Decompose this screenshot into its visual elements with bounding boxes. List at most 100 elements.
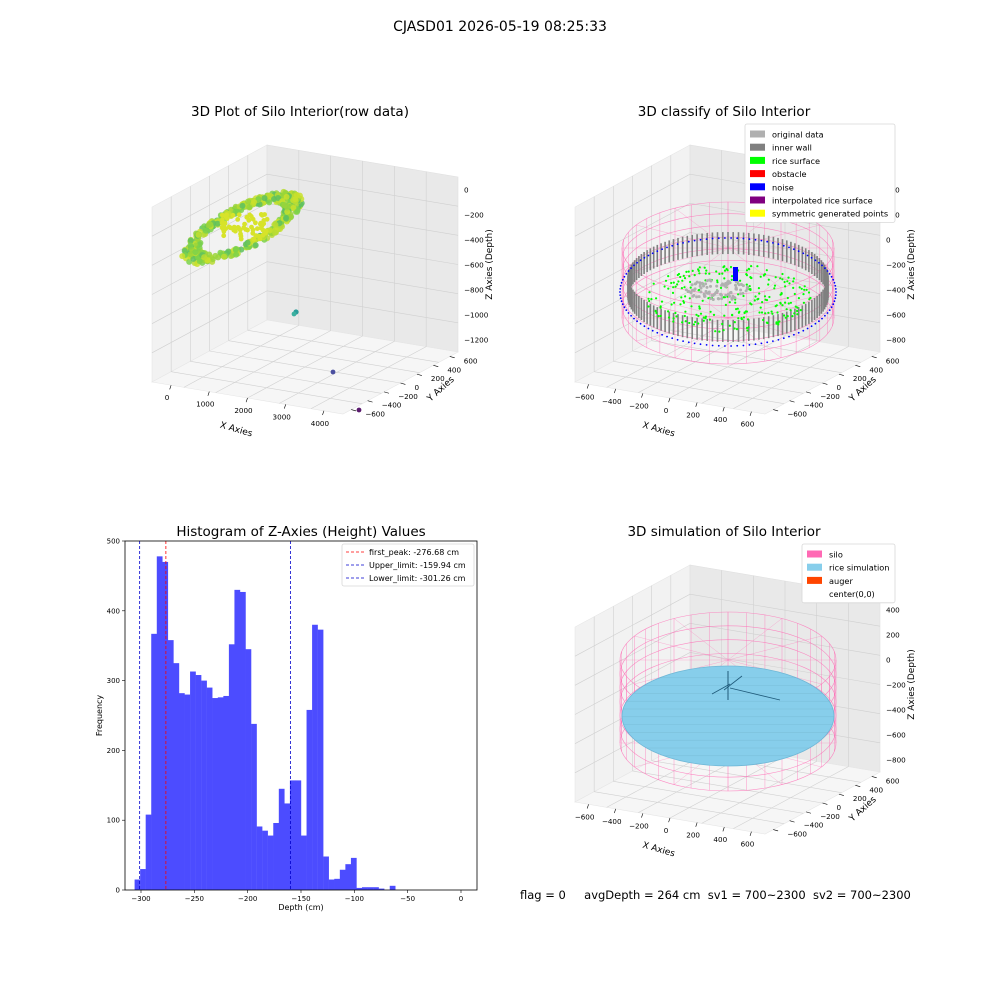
p2-legend-swatch	[750, 183, 765, 191]
p4-legend-swatch	[807, 550, 822, 558]
p1-data-point	[250, 227, 256, 233]
p2-noise-point	[832, 278, 835, 281]
p2-legend-swatch	[750, 143, 765, 151]
p2-rice-surface-point	[748, 268, 751, 271]
p2-rice-surface-point	[762, 318, 765, 322]
p1-data-point	[356, 407, 362, 413]
p2-original-data-point	[741, 284, 745, 288]
classify-3d-plot: 3D classify of Silo Interior−600−400−200…	[574, 104, 917, 440]
p2-legend-label: interpolated rice surface	[772, 196, 873, 206]
p2-rice-surface-point	[797, 297, 801, 300]
p2-rice-surface-point	[697, 314, 700, 318]
p2-rice-surface-point	[708, 318, 712, 321]
p1-data-point	[219, 212, 225, 218]
p2-silo-spoke	[727, 294, 820, 319]
p2-original-data-point	[729, 290, 733, 294]
p1-data-point	[258, 220, 264, 226]
p1-data-point	[236, 212, 242, 218]
p4-legend-label: auger	[829, 576, 853, 586]
p2-noise-point	[826, 270, 829, 272]
p2-rice-surface-point	[728, 324, 731, 327]
p2-rice-surface-point	[745, 273, 748, 276]
p4-tick-label: −200	[629, 821, 649, 830]
p2-tick-label: 400	[713, 415, 727, 424]
p1-tick-mark	[416, 373, 422, 376]
p2-rice-surface-point	[750, 265, 753, 268]
p2-rice-surface-point	[674, 285, 677, 288]
p2-rice-surface-point	[730, 278, 733, 281]
p2-rice-surface-point	[792, 286, 795, 289]
p2-rice-surface-point	[781, 278, 784, 281]
p2-original-data-point	[689, 291, 693, 295]
p2-rice-surface-point	[689, 286, 692, 289]
p1-tick-mark	[449, 356, 455, 359]
p2-rice-surface-point	[756, 265, 759, 268]
p1-data-point	[202, 227, 209, 234]
p2-noise-point	[619, 288, 622, 290]
p2-rice-surface-point	[774, 276, 777, 279]
sv1-readout: sv1 = 700~2300	[707, 888, 806, 902]
p2-rice-surface-point	[781, 304, 784, 307]
p3-legend	[341, 543, 475, 587]
p2-rice-surface-point	[777, 321, 780, 324]
p2-rice-surface-point	[672, 286, 675, 289]
p2-rice-surface-point	[740, 318, 743, 321]
p1-gridline	[151, 173, 459, 237]
p2-original-data-point	[715, 284, 719, 288]
p3-histogram-bar	[190, 671, 196, 890]
p2-rice-surface-point	[793, 312, 796, 315]
p2-noise-point	[730, 237, 732, 239]
p2-rice-surface-point	[663, 285, 666, 288]
p2-rice-surface-point	[779, 302, 782, 305]
p1-data-point	[246, 217, 252, 223]
p1-tick-mark	[284, 404, 286, 409]
p2-rice-surface-point	[716, 281, 719, 284]
p2-rice-surface-point	[698, 305, 701, 308]
p2-rice-surface-point	[764, 298, 767, 301]
p2-noise-point	[826, 312, 829, 314]
p4-rice-simulation-surface	[621, 665, 835, 767]
p2-rice-surface-point	[753, 299, 756, 302]
p3-histogram-bar	[134, 879, 141, 890]
p2-noise-point	[699, 238, 702, 241]
p4-tick-label: −200	[886, 681, 906, 690]
p2-rice-surface-point	[780, 292, 783, 295]
p2-rice-surface-point	[737, 311, 741, 314]
p2-legend-label: obstacle	[772, 169, 807, 179]
p2-rice-surface-point	[721, 272, 724, 275]
p2-noise-point	[676, 243, 679, 246]
p2-original-data-point	[699, 286, 703, 290]
p2-tick-mark	[668, 397, 671, 403]
p3-histogram-bar	[184, 694, 191, 890]
p2-rice-surface-point	[742, 316, 746, 319]
p2-rice-surface-point	[791, 315, 794, 318]
p4-legend-label: center(0,0)	[829, 589, 875, 599]
p2-rice-surface-point	[723, 269, 727, 272]
p1-data-point	[255, 196, 262, 203]
p2-rice-surface-point	[759, 306, 762, 309]
p2-noise-point	[736, 344, 739, 347]
p2-noise-point	[830, 275, 833, 278]
p2-noise-point	[717, 237, 720, 240]
p4-legend-swatch	[807, 563, 822, 571]
p3-legend-label: Upper_limit: -159.94 cm	[369, 561, 466, 570]
p2-rice-surface-point	[749, 276, 752, 279]
p2-rice-surface-point	[702, 316, 705, 319]
p2-noise-point	[619, 294, 622, 296]
p2-legend-label: noise	[772, 182, 794, 192]
p2-noise-point	[627, 312, 630, 314]
p2-rice-surface-point	[805, 288, 808, 291]
p2-rice-surface-point	[809, 296, 812, 300]
p3-histogram-bar	[256, 826, 263, 890]
p4-tick-label: 600	[886, 776, 900, 785]
figure-suptitle: CJASD01 2026-05-19 08:25:33	[393, 19, 607, 35]
p1-tick-mark	[245, 397, 248, 403]
p2-original-data-point	[710, 294, 714, 297]
p2-tick-label: −400	[804, 401, 824, 410]
p4-title: 3D simulation of Silo Interior	[627, 524, 821, 540]
p2-rice-surface-point	[750, 303, 753, 306]
p4-tick-label: −200	[820, 812, 840, 821]
p3-histogram-bar	[223, 695, 230, 890]
p3-xlabel: Depth (cm)	[278, 903, 323, 912]
p1-tick-label: 400	[447, 365, 461, 374]
